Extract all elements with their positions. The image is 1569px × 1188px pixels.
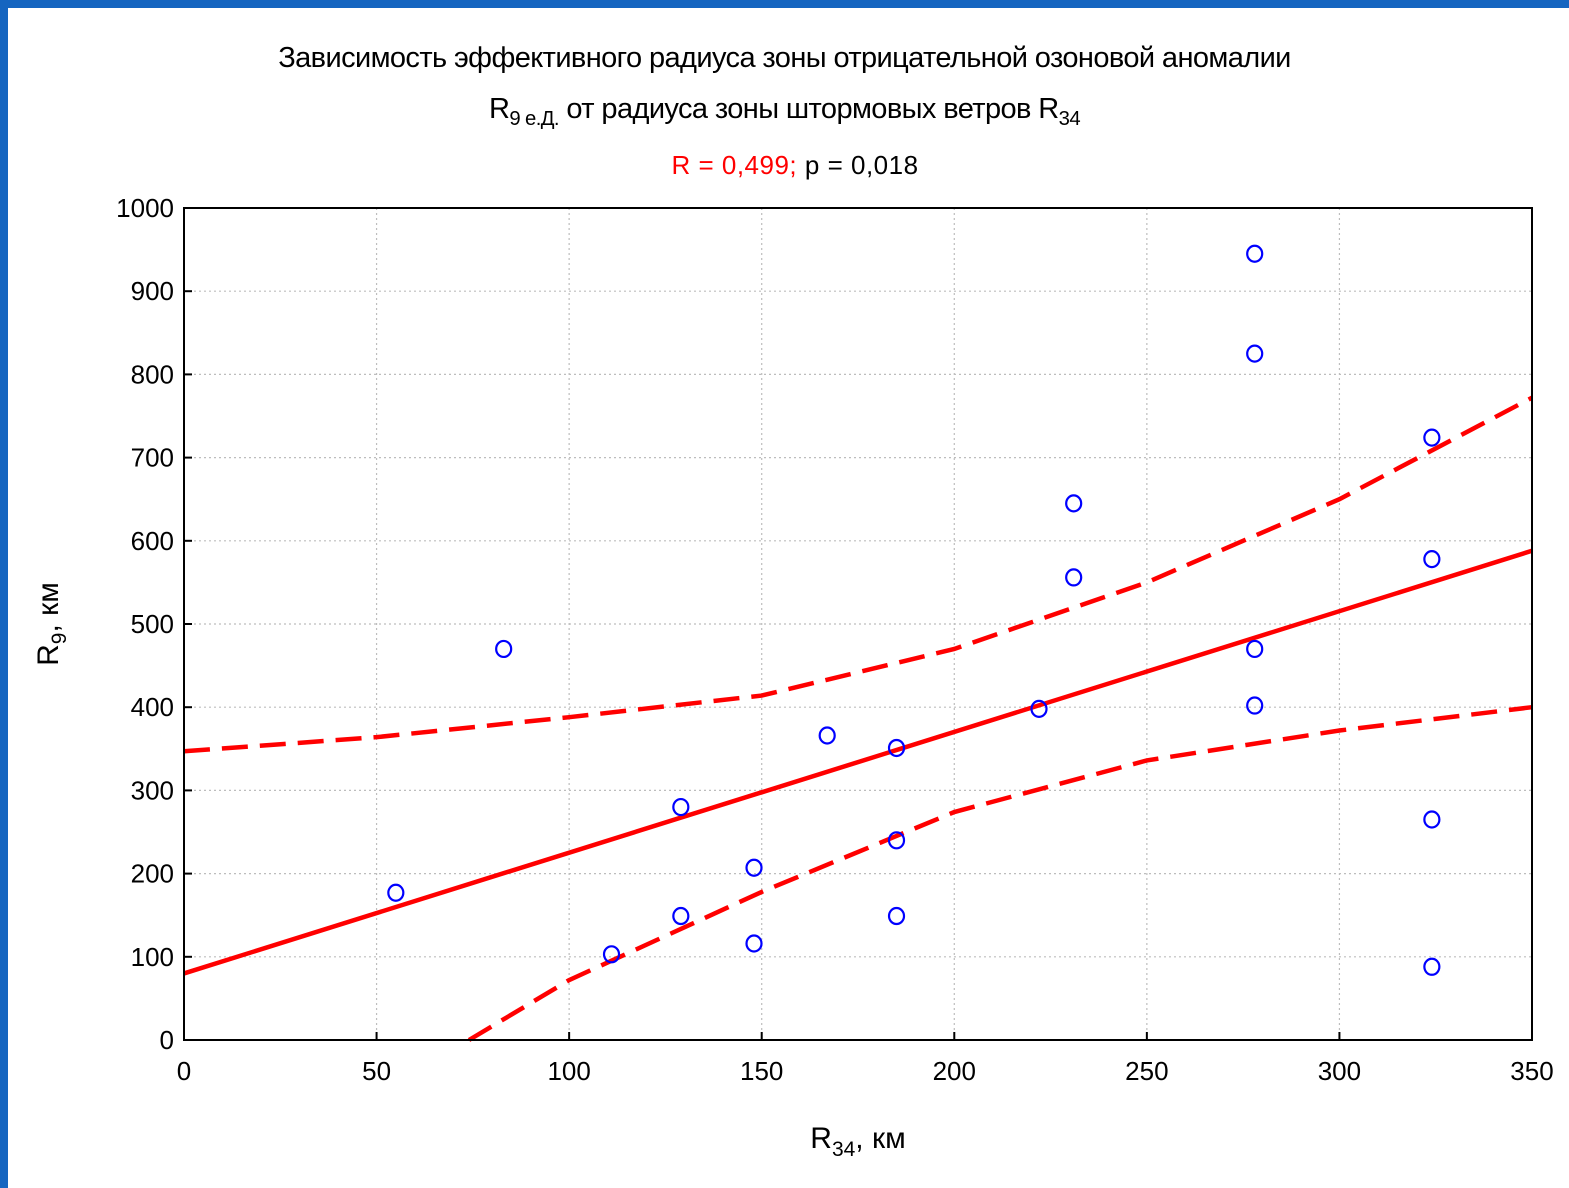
data-point xyxy=(1246,639,1264,659)
data-point xyxy=(745,934,763,953)
data-point xyxy=(1065,494,1083,513)
data-point xyxy=(887,906,906,926)
data-point xyxy=(1030,699,1048,718)
chart-title-text: Зависимость эффективного радиуса зоны от… xyxy=(278,42,1291,74)
y-tick-label: 0 xyxy=(160,1025,174,1055)
x-tick-label: 100 xyxy=(547,1056,590,1086)
regression-line xyxy=(183,548,1533,976)
y-tick-label: 200 xyxy=(131,859,174,889)
x-tick-label: 0 xyxy=(177,1056,191,1086)
x-axis-label-unit: , км xyxy=(855,1122,905,1155)
data-point xyxy=(387,883,405,902)
chart-background xyxy=(8,8,1569,1188)
title-line2-r-subscript: 9 е.Д. xyxy=(509,108,559,131)
y-tick-label: 100 xyxy=(131,942,174,972)
x-axis-label-subscript: 34 xyxy=(832,1138,856,1161)
data-point xyxy=(745,858,763,877)
x-axis-label-symbol: R xyxy=(810,1122,832,1155)
data-point xyxy=(672,797,690,817)
correlation-r: R = 0,499; xyxy=(671,150,798,180)
y-tick-label: 300 xyxy=(131,775,174,805)
x-axis-label: R34, км xyxy=(810,1122,905,1161)
title-line2-middle: от радиуса зоны штормовых ветров xyxy=(566,93,1039,125)
data-point xyxy=(887,738,906,758)
chart-title-line-1: Зависимость эффективного радиуса зоны от… xyxy=(0,42,1569,75)
y-tick-label: 800 xyxy=(131,359,174,389)
data-point xyxy=(602,945,621,964)
chart-title-line-2: R9 е.Д. от радиуса зоны штормовых ветров… xyxy=(0,93,1569,129)
x-tick-label: 200 xyxy=(933,1056,976,1086)
data-point xyxy=(887,831,906,850)
data-point xyxy=(1065,568,1083,587)
y-axis-label-subscript: 9 xyxy=(48,633,71,645)
y-tick-label: 500 xyxy=(131,609,174,639)
data-point xyxy=(1423,957,1441,976)
data-points xyxy=(387,244,1441,976)
y-tick-label: 700 xyxy=(131,443,174,473)
x-tick-label: 150 xyxy=(740,1056,783,1086)
y-tick-label: 400 xyxy=(131,692,174,722)
data-point xyxy=(1246,344,1264,363)
title-line2-r2-symbol: R xyxy=(1038,93,1059,125)
data-point xyxy=(1246,696,1264,715)
title-line2-r2-subscript: 34 xyxy=(1058,108,1081,131)
y-axis-label: R9, км xyxy=(32,582,71,666)
confidence-band-lower xyxy=(467,704,1533,1042)
data-point xyxy=(1246,244,1264,263)
title-line2-r-symbol: R xyxy=(488,93,510,125)
data-point xyxy=(1423,428,1441,447)
data-point xyxy=(672,906,690,926)
data-point xyxy=(818,726,836,745)
p-value: p = 0,018 xyxy=(804,150,919,180)
x-tick-label: 300 xyxy=(1318,1056,1361,1086)
x-tick-label: 50 xyxy=(362,1056,391,1086)
data-point xyxy=(1423,550,1441,569)
confidence-band-upper xyxy=(183,395,1534,754)
y-tick-label: 600 xyxy=(131,526,174,556)
y-axis-label-symbol: R xyxy=(32,644,65,666)
x-axis-ticks: 0 50 100 150 200 250 300 350 xyxy=(177,1032,1554,1086)
regression-lines xyxy=(183,395,1534,1042)
y-axis-ticks: 0 100 200 300 400 500 600 700 800 900 1000 xyxy=(116,193,192,1055)
data-point xyxy=(1423,810,1441,829)
x-tick-label: 350 xyxy=(1510,1056,1553,1086)
y-tick-label: 900 xyxy=(131,276,174,306)
x-tick-label: 250 xyxy=(1125,1056,1168,1086)
y-axis-label-unit: , км xyxy=(32,582,65,632)
correlation-stats: R = 0,499; p = 0,018 xyxy=(0,150,1569,181)
y-tick-label: 1000 xyxy=(116,193,174,223)
data-point xyxy=(495,639,513,659)
grid-lines xyxy=(184,208,1532,1040)
